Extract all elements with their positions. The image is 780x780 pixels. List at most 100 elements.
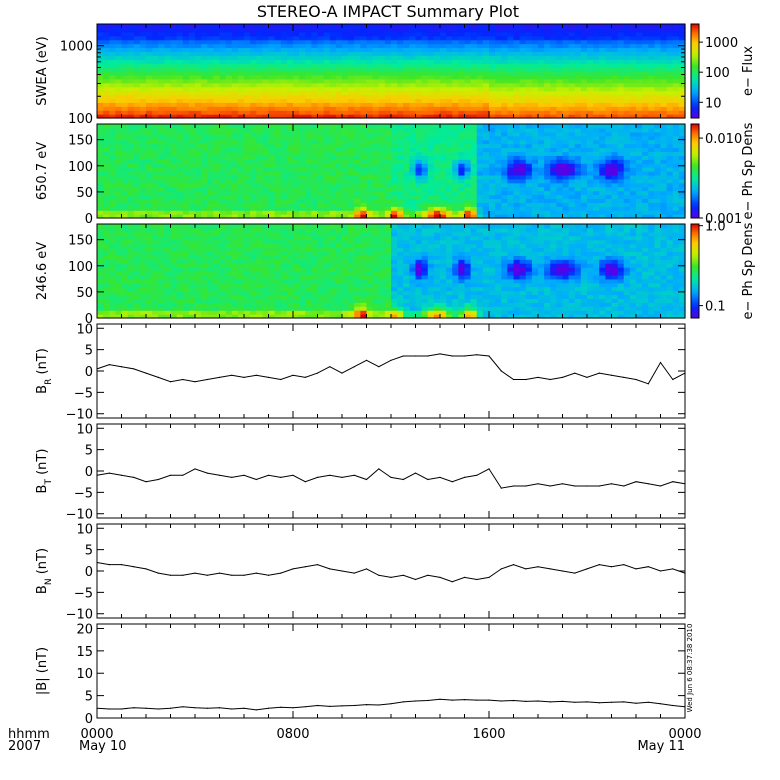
panel-swea-cell <box>121 94 129 100</box>
panel-swea-cell <box>164 47 172 53</box>
panel-pad650-cell <box>501 155 508 160</box>
panel-pad650-cell <box>636 167 643 172</box>
panel-pad650-cell <box>562 214 570 219</box>
panel-pad650-cell <box>274 159 282 164</box>
panel-pad650-cell <box>121 194 129 200</box>
panel-pad650-cell <box>562 143 570 149</box>
panel-swea-cell <box>672 71 680 76</box>
panel-pad650-cell <box>317 143 325 149</box>
panel-pad650-cell <box>133 127 141 133</box>
panel-pad650-cell <box>195 186 202 192</box>
panel-swea-cell <box>629 55 637 60</box>
panel-swea-cell <box>170 47 178 53</box>
panel-swea-cell <box>354 114 361 119</box>
panel-swea-cell <box>109 55 116 60</box>
panel-swea-cell <box>623 67 631 72</box>
panel-pad650-cell <box>421 127 429 133</box>
panel-pad650-cell <box>115 131 123 137</box>
panel-pad650-cell <box>599 182 606 188</box>
panel-swea-cell <box>378 74 386 80</box>
panel-swea-cell <box>323 27 331 33</box>
panel-pad650-cell <box>476 135 484 141</box>
panel-swea-cell <box>360 63 368 68</box>
panel-pad650-cell <box>305 155 312 160</box>
panel-pad246-cell <box>146 224 153 229</box>
panel-pad650-cell <box>348 206 355 211</box>
panel-swea-cell <box>593 63 600 68</box>
panel-pad650-cell <box>237 163 245 168</box>
panel-pad650-cell <box>531 198 539 203</box>
panel-pad650-cell <box>329 182 337 188</box>
panel-pad650-cell <box>538 143 545 149</box>
panel-swea-cell <box>458 90 466 96</box>
panel-pad650-cell <box>556 147 564 153</box>
panel-swea-cell <box>103 114 110 119</box>
panel-swea-cell <box>146 102 153 107</box>
panel-pad650-cell <box>293 143 300 149</box>
panel-swea-cell <box>611 51 619 56</box>
panel-swea-colorbar-label: 10 <box>705 96 722 111</box>
panel-pad650-cell <box>360 202 368 207</box>
panel-swea-cell <box>678 27 686 33</box>
panel-swea-cell <box>348 59 355 64</box>
panel-swea-cell <box>170 51 178 56</box>
panel-pad650-cell <box>231 202 239 207</box>
panel-swea-cell <box>501 63 508 68</box>
panel-pad650-cell <box>446 167 453 172</box>
panel-pad650-cell <box>525 127 533 133</box>
panel-swea-cell <box>152 43 159 49</box>
panel-pad650-cell <box>642 202 649 207</box>
panel-swea-cell <box>378 31 386 37</box>
panel-pad650-cell <box>323 190 331 196</box>
panel-swea-cell <box>519 24 527 29</box>
panel-swea-cell <box>372 110 380 115</box>
panel-pad650-cell <box>593 151 600 156</box>
panel-swea-cell <box>244 94 251 100</box>
panel-pad650-cell <box>513 190 521 196</box>
panel-pad650-cell <box>360 167 368 172</box>
panel-pad650-cell <box>538 202 545 207</box>
panel-swea-cell <box>188 24 196 29</box>
panel-pad650-cell <box>372 202 380 207</box>
panel-pad650-cell <box>231 194 239 200</box>
panel-pad650-cell <box>580 155 588 160</box>
panel-swea-cell <box>415 82 423 88</box>
panel-pad650-cell <box>244 143 251 149</box>
panel-pad650-cell <box>342 159 349 164</box>
panel-swea-cell <box>256 39 263 45</box>
panel-pad650-cell <box>623 155 631 160</box>
panel-swea-cell <box>556 94 564 100</box>
panel-swea-cell <box>213 106 221 111</box>
panel-swea-cell <box>231 98 239 103</box>
panel-pad650-cell <box>103 151 110 156</box>
panel-pad246-cell <box>152 274 159 280</box>
panel-pad650-cell <box>525 135 533 141</box>
panel-swea-cell <box>452 31 459 37</box>
panel-pad650-cell <box>256 186 263 192</box>
panel-pad650-cell <box>556 206 564 211</box>
panel-swea-cell <box>360 71 368 76</box>
panel-pad650-cell <box>207 210 214 215</box>
panel-swea-cell <box>666 114 674 119</box>
panel-pad246-cell <box>133 235 141 241</box>
panel-pad650-cell <box>268 155 276 160</box>
panel-swea-cell <box>348 90 355 96</box>
panel-pad650-cell <box>323 182 331 188</box>
panel-pad650-cell <box>587 206 594 211</box>
panel-swea-cell <box>268 51 276 56</box>
panel-pad650-cell <box>354 190 361 196</box>
panel-swea-cell <box>121 24 129 29</box>
panel-swea-cell <box>550 27 557 33</box>
panel-pad650-cell <box>225 124 233 129</box>
panel-swea-cell <box>182 43 190 49</box>
panel-pad650-cell <box>201 194 208 200</box>
panel-pad650-cell <box>139 159 147 164</box>
panel-pad650-cell <box>384 163 392 168</box>
panel-swea-cell <box>501 51 508 56</box>
panel-pad246-cell <box>127 302 135 307</box>
panel-pad650-cell <box>305 167 312 172</box>
panel-pad650-cell <box>244 194 251 200</box>
panel-swea-cell <box>531 86 539 92</box>
panel-swea-cell <box>531 31 539 37</box>
panel-swea-cell <box>678 63 686 68</box>
